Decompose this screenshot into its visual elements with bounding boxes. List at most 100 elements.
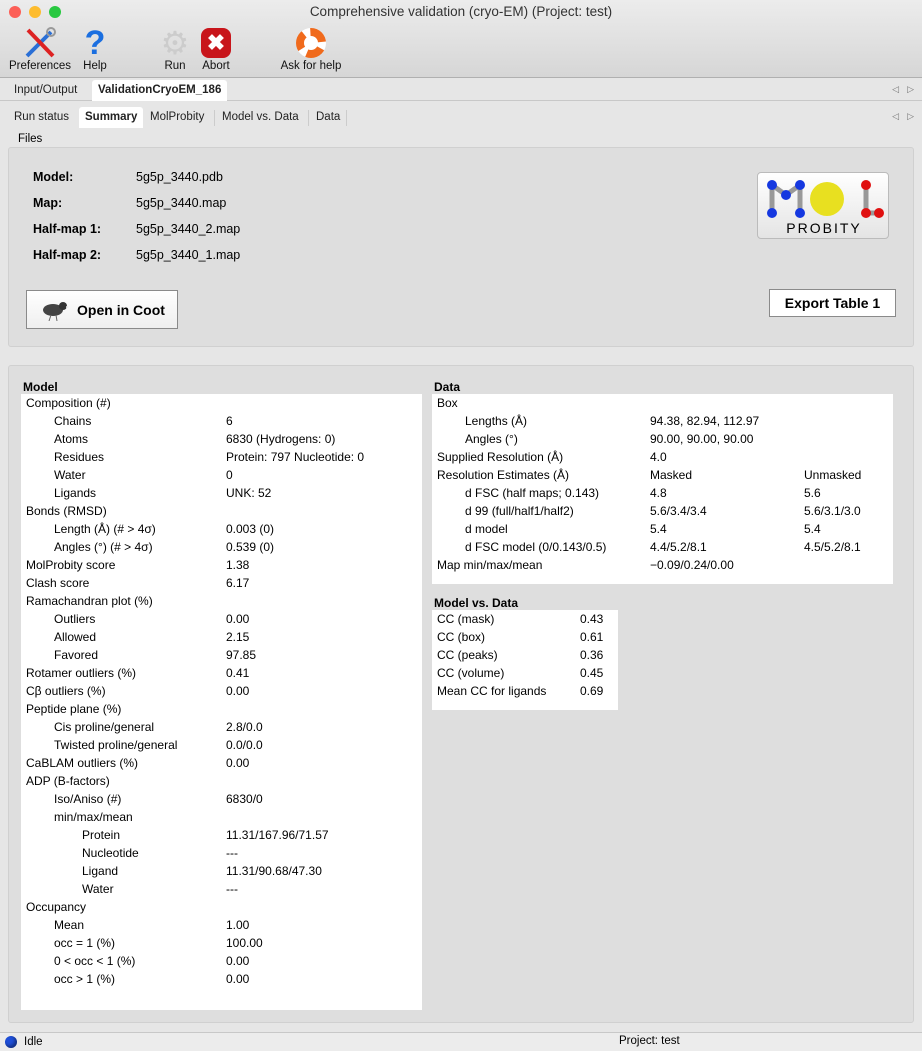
- ask-for-help-button[interactable]: Ask for help: [276, 26, 346, 72]
- minimize-window-button[interactable]: [29, 6, 41, 18]
- model-row-value: 0.00: [226, 972, 250, 986]
- model-row-label: Peptide plane (%): [26, 702, 122, 716]
- files-section-label: Files: [18, 133, 43, 145]
- model-row-value: 100.00: [226, 936, 263, 950]
- mvd-row-label: Mean CC for ligands: [437, 684, 547, 698]
- model-row-value: 6830/0: [226, 792, 263, 806]
- model-row-value: 0.003 (0): [226, 522, 275, 536]
- data-row-unmasked: 5.4: [804, 522, 821, 536]
- model-row-label: Ligands: [54, 486, 97, 500]
- abort-label: Abort: [202, 60, 230, 72]
- model-row-label: MolProbity score: [26, 558, 116, 572]
- data-row-unmasked: Unmasked: [804, 468, 862, 482]
- open-in-coot-button[interactable]: Open in Coot: [26, 290, 178, 329]
- tab-scroll-arrows[interactable]: ◁▷: [892, 84, 922, 94]
- model-row-value: 0.00: [226, 756, 250, 770]
- model-row-label: Composition (#): [26, 396, 111, 410]
- data-row-label: d 99 (full/half1/half2): [465, 504, 574, 518]
- model-row-value: 0.00: [226, 612, 250, 626]
- tab-summary[interactable]: Summary: [79, 107, 144, 128]
- open-in-coot-label: Open in Coot: [77, 301, 165, 318]
- model-row-label: Angles (°) (# > 4σ): [54, 540, 153, 554]
- model-row-label: Allowed: [54, 630, 97, 644]
- project-label: Project: test: [619, 1035, 680, 1047]
- model-row-value: 11.31/167.96/71.57: [226, 828, 329, 842]
- status-bar: Idle Project: test: [0, 1032, 922, 1051]
- file-value: 5g5p_3440_1.map: [136, 248, 241, 262]
- model-row-value: UNK: 52: [226, 486, 272, 500]
- model-row-label: Nucleotide: [82, 846, 139, 860]
- ask-for-help-label: Ask for help: [280, 60, 342, 72]
- status-indicator-icon: [5, 1036, 17, 1048]
- data-row-label: Supplied Resolution (Å): [437, 450, 564, 464]
- tools-icon: [5, 26, 75, 60]
- data-row-unmasked: 5.6/3.1/3.0: [804, 504, 861, 518]
- model-row-label: Water: [82, 882, 114, 896]
- help-label: Help: [83, 60, 107, 72]
- model-row-value: 1.00: [226, 918, 250, 932]
- model-section-title: Model: [23, 380, 58, 394]
- model-row-label: Outliers: [54, 612, 96, 626]
- abort-button[interactable]: ✖ Abort: [197, 26, 235, 72]
- data-row-masked: 4.8: [650, 486, 667, 500]
- model-row-label: Occupancy: [26, 900, 87, 914]
- tab-molprobity[interactable]: MolProbity: [150, 111, 205, 123]
- model-row-label: Mean: [54, 918, 85, 932]
- tab-run-status[interactable]: Run status: [14, 111, 69, 123]
- run-button[interactable]: ⚙ Run: [158, 25, 192, 72]
- model-row-label: Residues: [54, 450, 105, 464]
- mvd-row-label: CC (peaks): [437, 648, 498, 662]
- close-window-button[interactable]: [9, 6, 21, 18]
- model-row-label: Protein: [82, 828, 121, 842]
- preferences-button[interactable]: Preferences: [5, 26, 75, 72]
- data-row-masked: −0.09/0.24/0.00: [650, 558, 734, 572]
- data-row-label: d FSC model (0/0.143/0.5): [465, 540, 607, 554]
- tab-model-vs-data[interactable]: Model vs. Data: [222, 111, 299, 123]
- file-value: 5g5p_3440.map: [136, 196, 227, 210]
- model-row-label: ADP (B-factors): [26, 774, 110, 788]
- model-row-value: 6: [226, 414, 233, 428]
- tab-scroll-arrows-inner[interactable]: ◁▷: [892, 111, 922, 121]
- status-text: Idle: [24, 1036, 43, 1048]
- model-row-value: 2.15: [226, 630, 250, 644]
- data-row-label: Lengths (Å): [465, 414, 528, 428]
- model-row-label: Water: [54, 468, 86, 482]
- model-row-label: occ > 1 (%): [54, 972, 116, 986]
- tab-data[interactable]: Data: [316, 111, 341, 123]
- model-row-value: 0.41: [226, 666, 250, 680]
- data-row-masked: 4.4/5.2/8.1: [650, 540, 707, 554]
- export-table-label: Export Table 1: [784, 295, 881, 311]
- lifebuoy-icon: [276, 26, 346, 60]
- model-row-label: Rotamer outliers (%): [26, 666, 137, 680]
- model-row-value: 6.17: [226, 576, 250, 590]
- data-row-label: Resolution Estimates (Å): [437, 468, 570, 482]
- model-row-value: 0.0/0.0: [226, 738, 263, 752]
- tab-validation-cryoem[interactable]: ValidationCryoEM_186: [92, 80, 228, 101]
- model-vs-data-table: CC (mask) 0.43 CC (box) 0.61 CC (peaks) 0.36 C…: [432, 610, 618, 710]
- abort-x-icon: ✖: [197, 26, 235, 60]
- model-table: Composition (#) Chains 6 Atoms 6830 (Hydroge…: [21, 394, 422, 1010]
- data-row-masked: 5.6/3.4/3.4: [650, 504, 707, 518]
- model-row-label: Iso/Aniso (#): [54, 792, 122, 806]
- model-row-label: CaBLAM outliers (%): [26, 756, 139, 770]
- model-row-label: Ligand: [82, 864, 119, 878]
- tab-input-output[interactable]: Input/Output: [14, 84, 78, 96]
- mvd-row-value: 0.43: [580, 612, 604, 626]
- mvd-row-value: 0.36: [580, 648, 604, 662]
- data-row-label: Angles (°): [465, 432, 518, 446]
- export-table-button[interactable]: Export Table 1: [769, 289, 896, 317]
- model-row-value: 6830 (Hydrogens: 0): [226, 432, 336, 446]
- help-button[interactable]: ? Help: [78, 24, 112, 73]
- model-row-value: 2.8/0.0: [226, 720, 263, 734]
- zoom-window-button[interactable]: [49, 6, 61, 18]
- data-row-masked: 4.0: [650, 450, 667, 464]
- model-vs-data-section-title: Model vs. Data: [434, 596, 519, 610]
- model-row-label: Chains: [54, 414, 92, 428]
- model-row-value: ---: [226, 882, 238, 896]
- model-row-label: Twisted proline/general: [54, 738, 178, 752]
- inner-tab-bar: Run status Summary MolProbity Model vs. …: [0, 107, 922, 128]
- data-row-masked: 94.38, 82.94, 112.97: [650, 414, 760, 428]
- model-row-value: 1.38: [226, 558, 250, 572]
- model-row-label: Cis proline/general: [54, 720, 155, 734]
- model-row-label: Ramachandran plot (%): [26, 594, 153, 608]
